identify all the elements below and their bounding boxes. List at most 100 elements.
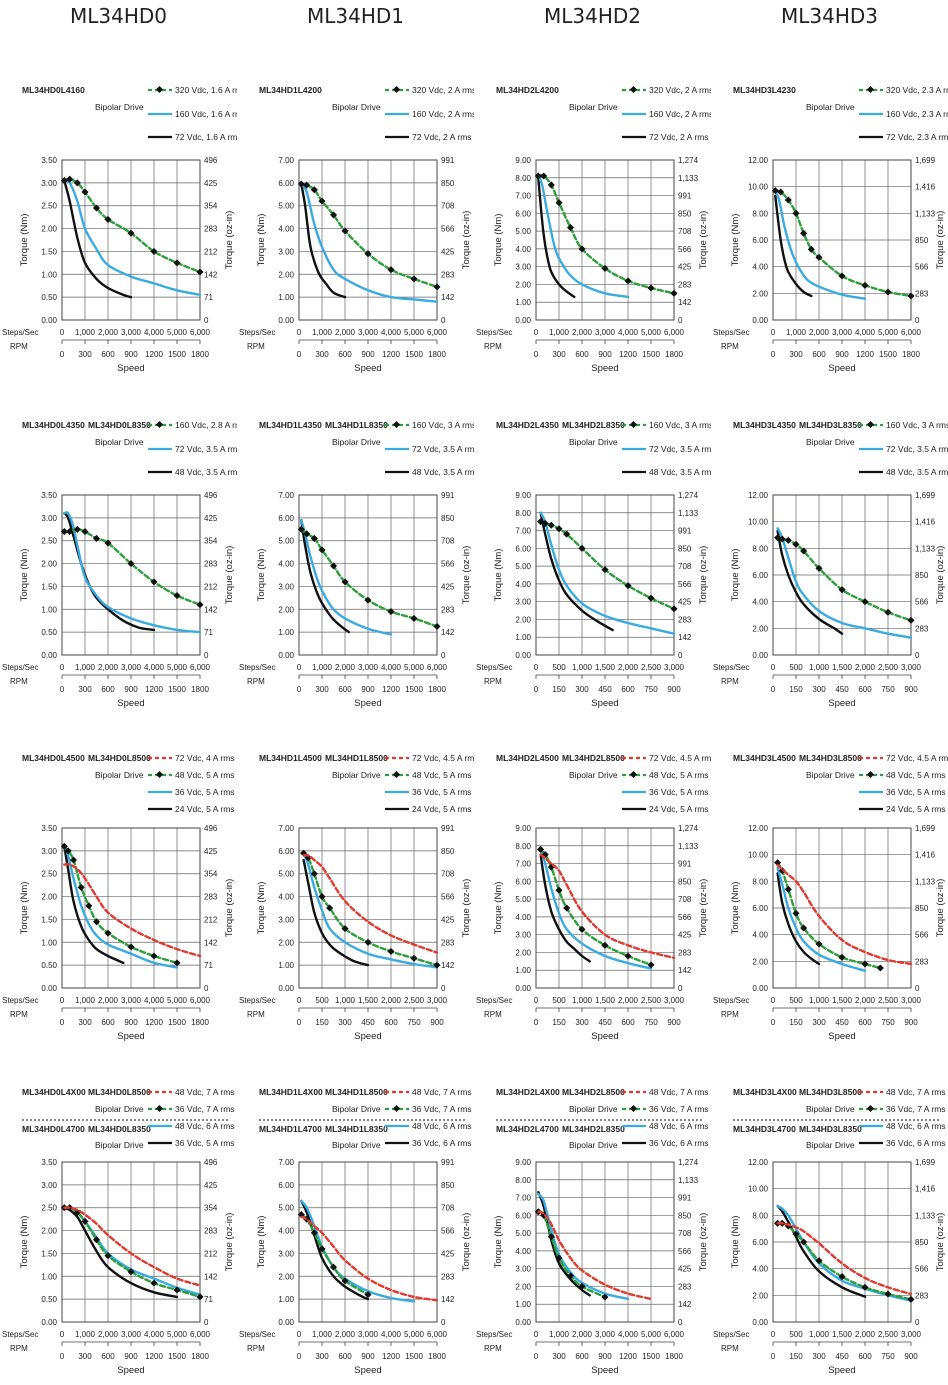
x-rpm-tick-label: 150 [552,685,566,694]
x-rpm-tick-label: 900 [904,1018,918,1027]
x-steps-tick-label: 2,000 [809,328,830,337]
y-right-tick-label: 850 [678,209,692,218]
legend-label: 160 Vdc, 1.6 A rms [175,109,237,119]
model-label: ML34HD3L8350 [799,420,862,430]
legend-marker [155,85,164,94]
x-rpm-tick-label: 900 [598,350,612,359]
series-marker [670,605,678,613]
y-axis-label-left: Torque (Nm) [730,882,741,935]
x-rpm-tick-label: 450 [598,1018,612,1027]
y-axis-label-left: Torque (Nm) [493,214,504,267]
x-steps-tick-label: 1,000 [549,1330,570,1339]
y-tick-label: 9.00 [515,156,531,165]
series-line [63,179,202,297]
y-right-tick-label: 142 [441,628,455,637]
y-axis-label-left: Torque (Nm) [19,882,30,935]
y-right-tick-label: 283 [915,1291,929,1300]
x-rpm-tick-label: 150 [315,1018,329,1027]
y-right-tick-label: 496 [204,491,218,500]
model-label: ML34HD1L4500 [259,753,322,763]
y-right-tick-label: 283 [441,270,455,279]
column-title-3: ML34HD3 [780,4,878,28]
legend-label: 48 Vdc, 6 A rms [649,1121,709,1131]
series-line [537,1191,591,1297]
x-steps-tick-label: 1,000 [809,663,830,672]
y-right-tick-label: 850 [915,236,929,245]
x-rpm-tick-label: 300 [315,350,329,359]
model-label: ML34HD0L4160 [22,85,85,95]
x-steps-tick-label: 4,000 [618,328,639,337]
model-label: ML34HD0L8500 [88,753,151,763]
y-right-tick-label: 354 [204,1204,218,1213]
series-marker [547,181,555,189]
x-rpm-tick-label: 1500 [879,350,897,359]
legend-label: 48 Vdc, 5 A rms [175,770,235,780]
series-line [537,1192,630,1301]
chart-svg: ML34HD0L4350 ML34HD0L8350 Bipolar Drive 160… [2,420,237,709]
y-right-tick-label: 708 [441,870,455,879]
y-right-tick-label: 0 [915,984,920,993]
legend-label: 48 Vdc, 6 A rms [412,1121,472,1131]
y-axis-label-left: Torque (Nm) [730,549,741,602]
x-rpm-tick-label: 300 [78,1352,92,1361]
x-rpm-tick-label: 1200 [145,685,163,694]
drive-label: Bipolar Drive [332,102,381,112]
y-tick-label: 4.00 [752,1265,768,1274]
y-right-tick-label: 425 [441,247,455,256]
x-steps-tick-label: 500 [315,996,329,1005]
x-rpm-tick-label: 900 [124,1018,138,1027]
y-tick-label: 2.50 [41,870,57,879]
y-tick-label: 3.00 [41,1181,57,1190]
y-tick-label: 1.50 [41,582,57,591]
series-line [302,851,439,967]
y-right-tick-label: 1,274 [678,1158,699,1167]
x-rpm-tick-label: 1500 [168,350,186,359]
x-steps-tick-label: 2,500 [641,663,662,672]
plot-frame [535,827,675,989]
column-title-1: ML34HD1 [306,4,404,28]
drive-label: Bipolar Drive [332,1104,381,1114]
x-steps-tick-label: 2,500 [641,996,662,1005]
y-tick-label: 1.00 [515,633,531,642]
y-right-tick-label: 1,699 [915,491,936,500]
x-steps-tick-label: 1,500 [358,996,379,1005]
y-right-tick-label: 425 [204,179,218,188]
x-steps-tick-label: 6,000 [901,328,922,337]
y-tick-label: 10.00 [748,518,769,527]
y-right-tick-label: 283 [441,605,455,614]
x-steps-tick-label: 2,000 [98,1330,119,1339]
y-axis-label-right: Torque (oz-in) [935,1213,946,1272]
y-right-tick-label: 425 [204,514,218,523]
y-right-tick-label: 212 [204,1249,218,1258]
y-axis-label-left: Torque (Nm) [19,1216,30,1269]
x-steps-tick-label: 3,000 [664,996,685,1005]
model-label: ML34HD3L4X00 [733,1087,797,1097]
x-steps-tick-label: 3,000 [121,996,142,1005]
y-axis-label-left: Torque (Nm) [493,1216,504,1269]
y-tick-label: 0.00 [41,984,57,993]
model-label: ML34HD0L8350 [88,420,151,430]
y-right-tick-label: 283 [204,560,218,569]
x-steps-tick-label: 0 [534,996,539,1005]
legend-label: 72 Vdc, 3.5 A rms [412,444,474,454]
y-axis-label-right: Torque (oz-in) [461,1213,472,1272]
x-steps-tick-label: 5,000 [167,996,188,1005]
legend: 320 Vdc, 2 A rms 160 Vdc, 2 A rms 72 Vdc, … [385,85,474,142]
y-tick-label: 9.00 [515,491,531,500]
y-tick-label: 3.00 [41,847,57,856]
series-marker [792,209,800,217]
model-label: ML34HD2L8500 [562,1087,625,1097]
x-steps-tick-label: 2,500 [878,996,899,1005]
legend-label: 36 Vdc, 6 A rms [886,1138,946,1148]
chart-svg: ML34HD1L4200 Bipolar Drive 320 Vdc, 2 A rm… [239,85,474,374]
legend-label: 72 Vdc, 4.5 A rms [886,753,948,763]
y-tick-label: 4.00 [515,1247,531,1256]
series-marker [563,530,571,538]
x-rpm-tick-label: 600 [858,685,872,694]
y-right-tick-label: 0 [441,651,446,660]
series-marker [69,856,78,864]
x-steps-tick-label: 3,000 [121,328,142,337]
y-right-tick-label: 1,699 [915,824,936,833]
x-axis-title: Speed [828,1031,855,1042]
y-right-tick-label: 283 [915,624,929,633]
